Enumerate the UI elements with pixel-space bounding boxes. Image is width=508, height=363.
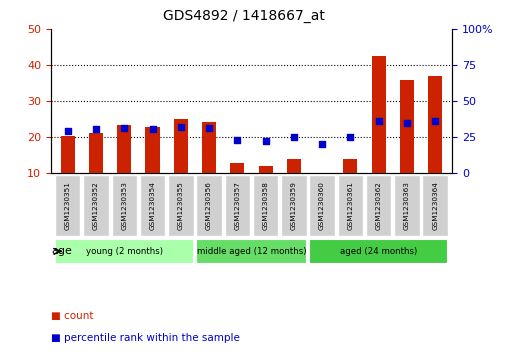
Point [262, 138, 270, 144]
Text: GSM1230360: GSM1230360 [319, 181, 325, 230]
Text: GSM1230355: GSM1230355 [178, 181, 184, 230]
Text: GSM1230363: GSM1230363 [404, 181, 410, 230]
Bar [89, 133, 103, 174]
Bar [253, 175, 278, 236]
Bar [197, 239, 306, 264]
Text: GDS4892 / 1418667_at: GDS4892 / 1418667_at [163, 9, 325, 23]
Bar [145, 127, 160, 174]
Text: ■ percentile rank within the sample: ■ percentile rank within the sample [51, 333, 240, 343]
Text: GSM1230354: GSM1230354 [149, 181, 155, 230]
Point [346, 134, 355, 140]
Point [148, 126, 156, 132]
Bar [338, 175, 363, 236]
Point [92, 127, 100, 132]
Bar [230, 163, 244, 174]
Text: age: age [51, 246, 72, 256]
Text: GSM1230357: GSM1230357 [234, 181, 240, 230]
Bar [202, 122, 216, 174]
Point [64, 128, 72, 134]
Text: GSM1230359: GSM1230359 [291, 181, 297, 230]
Bar [83, 175, 109, 236]
Bar [309, 175, 335, 236]
Text: middle aged (12 months): middle aged (12 months) [197, 247, 306, 256]
Bar [259, 166, 273, 174]
Text: GSM1230352: GSM1230352 [93, 181, 99, 230]
Point [177, 125, 185, 130]
Bar [117, 125, 132, 174]
Text: GSM1230353: GSM1230353 [121, 181, 128, 230]
Text: GSM1230356: GSM1230356 [206, 181, 212, 230]
Bar [287, 159, 301, 174]
Text: GSM1230358: GSM1230358 [263, 181, 269, 230]
Bar [55, 239, 194, 264]
Point [431, 118, 439, 124]
Text: GSM1230351: GSM1230351 [65, 181, 71, 230]
Bar [168, 175, 194, 236]
Text: GSM1230361: GSM1230361 [347, 181, 354, 230]
Text: GSM1230364: GSM1230364 [432, 181, 438, 230]
Bar [140, 175, 165, 236]
Bar [423, 175, 448, 236]
Bar [428, 76, 442, 174]
Text: GSM1230362: GSM1230362 [375, 181, 382, 230]
Point [318, 142, 326, 147]
Point [120, 125, 129, 131]
Bar [366, 175, 391, 236]
Bar [197, 175, 222, 236]
Bar [309, 239, 448, 264]
Bar [343, 159, 358, 174]
Text: young (2 months): young (2 months) [86, 247, 163, 256]
Point [290, 134, 298, 140]
Bar [225, 175, 250, 236]
Point [233, 136, 241, 142]
Bar [174, 119, 188, 174]
Point [403, 120, 411, 126]
Text: aged (24 months): aged (24 months) [340, 247, 417, 256]
Bar [394, 175, 420, 236]
Bar [281, 175, 306, 236]
Bar [371, 56, 386, 174]
Text: ■ count: ■ count [51, 311, 93, 321]
Bar [60, 135, 75, 174]
Point [374, 119, 383, 125]
Bar [55, 175, 80, 236]
Bar [400, 79, 414, 174]
Point [205, 125, 213, 131]
Bar [112, 175, 137, 236]
